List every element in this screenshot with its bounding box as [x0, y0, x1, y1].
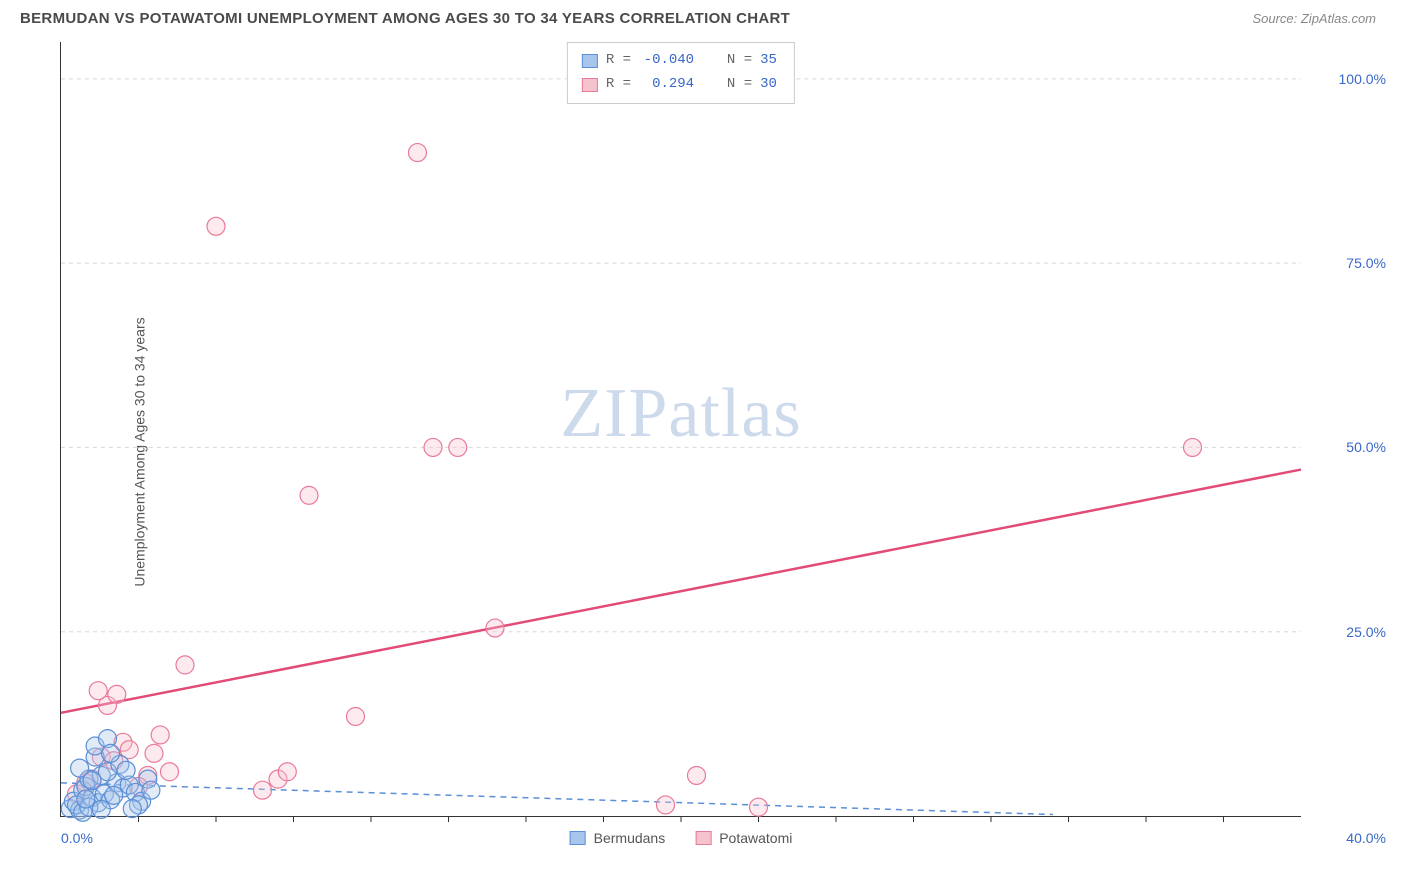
r-value-1: -0.040 — [639, 49, 694, 73]
chart-container: Unemployment Among Ages 30 to 34 years Z… — [10, 32, 1396, 872]
swatch-bermudans-icon — [582, 54, 598, 68]
swatch-potawatomi-icon — [695, 831, 711, 845]
series-legend: Bermudans Potawatomi — [570, 830, 793, 846]
x-min-label: 0.0% — [61, 830, 93, 846]
plot-svg — [61, 42, 1301, 816]
plot-area: ZIPatlas 25.0%50.0%75.0%100.0% 0.0% 40.0… — [60, 42, 1301, 817]
swatch-potawatomi-icon — [582, 78, 598, 92]
legend-item-potawatomi: Potawatomi — [695, 830, 792, 846]
y-tick-label: 75.0% — [1346, 255, 1386, 271]
n-value-1: 35 — [760, 49, 780, 73]
stats-box: R = -0.040 N = 35 R = 0.294 N = 30 — [567, 42, 795, 104]
stats-row-2: R = 0.294 N = 30 — [582, 73, 780, 97]
r-value-2: 0.294 — [639, 73, 694, 97]
y-tick-label: 25.0% — [1346, 624, 1386, 640]
x-max-label: 40.0% — [1346, 830, 1386, 846]
y-tick-label: 100.0% — [1339, 71, 1386, 87]
n-value-2: 30 — [760, 73, 780, 97]
legend-item-bermudans: Bermudans — [570, 830, 666, 846]
stats-row-1: R = -0.040 N = 35 — [582, 49, 780, 73]
y-tick-label: 50.0% — [1346, 439, 1386, 455]
chart-title: BERMUDAN VS POTAWATOMI UNEMPLOYMENT AMON… — [20, 10, 790, 27]
swatch-bermudans-icon — [570, 831, 586, 845]
source-attribution: Source: ZipAtlas.com — [1252, 11, 1376, 26]
